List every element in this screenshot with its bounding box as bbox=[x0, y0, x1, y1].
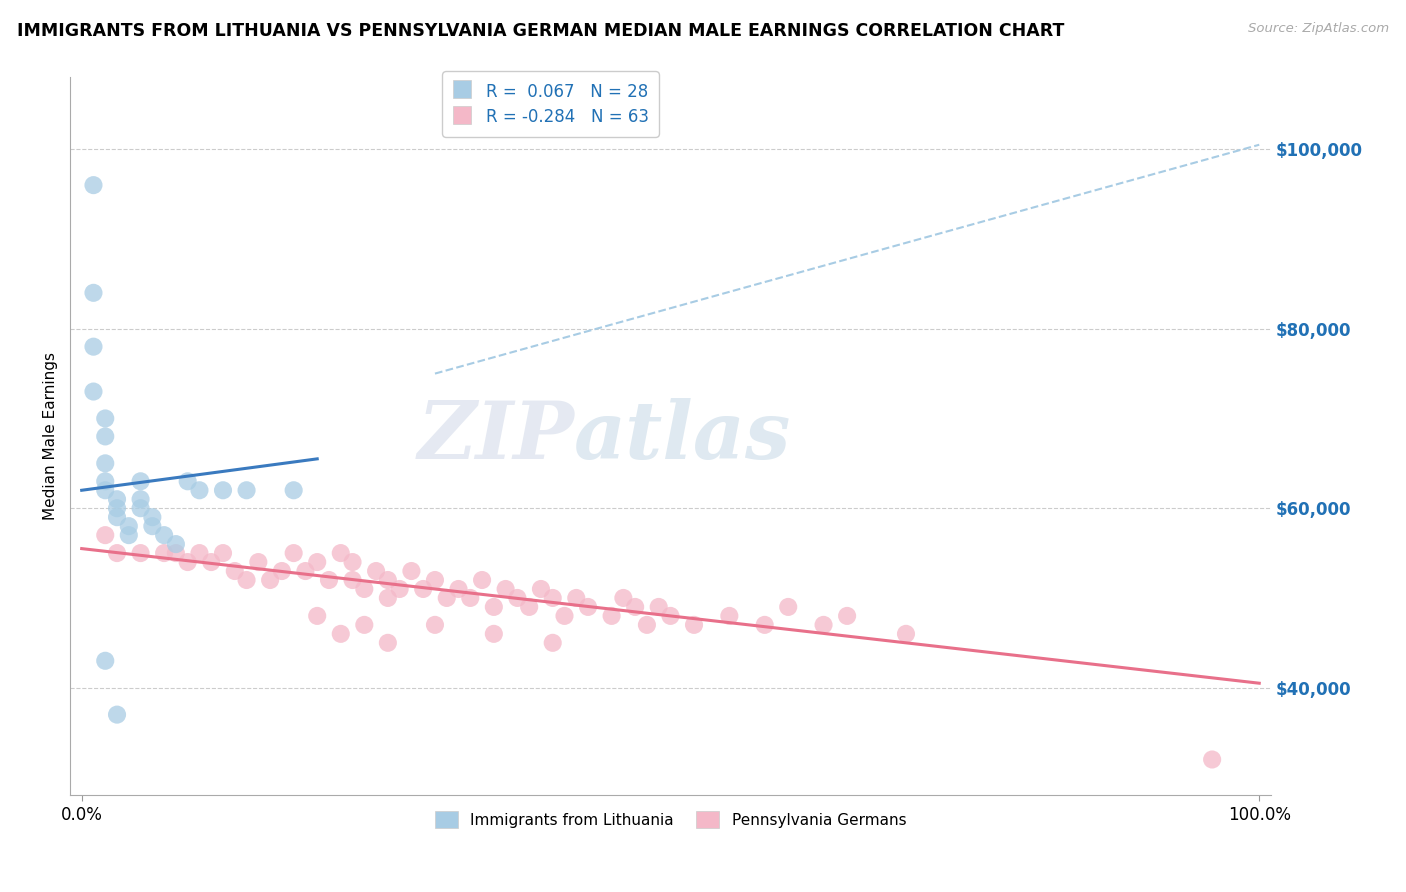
Point bbox=[235, 483, 257, 498]
Point bbox=[401, 564, 423, 578]
Point bbox=[718, 608, 741, 623]
Point bbox=[165, 546, 187, 560]
Point bbox=[388, 582, 411, 596]
Point bbox=[212, 546, 235, 560]
Point bbox=[541, 591, 564, 605]
Point bbox=[778, 599, 800, 614]
Point bbox=[647, 599, 669, 614]
Point bbox=[553, 608, 575, 623]
Point bbox=[94, 456, 117, 470]
Point bbox=[153, 546, 176, 560]
Point bbox=[82, 178, 104, 193]
Point bbox=[342, 573, 364, 587]
Point bbox=[659, 608, 682, 623]
Point bbox=[754, 618, 776, 632]
Point bbox=[141, 519, 163, 533]
Point bbox=[94, 654, 117, 668]
Point bbox=[576, 599, 599, 614]
Point bbox=[294, 564, 316, 578]
Point bbox=[94, 528, 117, 542]
Point bbox=[541, 636, 564, 650]
Point bbox=[82, 340, 104, 354]
Point bbox=[188, 483, 211, 498]
Point bbox=[94, 483, 117, 498]
Point bbox=[307, 608, 329, 623]
Point bbox=[624, 599, 647, 614]
Point bbox=[224, 564, 246, 578]
Point bbox=[129, 492, 152, 507]
Point bbox=[835, 608, 858, 623]
Point bbox=[94, 475, 117, 489]
Point bbox=[176, 475, 198, 489]
Point bbox=[82, 285, 104, 300]
Y-axis label: Median Male Earnings: Median Male Earnings bbox=[44, 352, 58, 520]
Point bbox=[153, 528, 176, 542]
Point bbox=[813, 618, 835, 632]
Point bbox=[565, 591, 588, 605]
Point bbox=[517, 599, 540, 614]
Point bbox=[118, 528, 141, 542]
Point bbox=[458, 591, 481, 605]
Point bbox=[412, 582, 434, 596]
Point bbox=[105, 510, 128, 524]
Point bbox=[482, 599, 505, 614]
Point bbox=[612, 591, 634, 605]
Text: IMMIGRANTS FROM LITHUANIA VS PENNSYLVANIA GERMAN MEDIAN MALE EARNINGS CORRELATIO: IMMIGRANTS FROM LITHUANIA VS PENNSYLVANI… bbox=[17, 22, 1064, 40]
Point bbox=[329, 546, 352, 560]
Legend: Immigrants from Lithuania, Pennsylvania Germans: Immigrants from Lithuania, Pennsylvania … bbox=[429, 805, 912, 834]
Point bbox=[683, 618, 706, 632]
Point bbox=[447, 582, 470, 596]
Point bbox=[247, 555, 270, 569]
Point bbox=[377, 591, 399, 605]
Point bbox=[212, 483, 235, 498]
Point bbox=[894, 627, 917, 641]
Point bbox=[329, 627, 352, 641]
Point bbox=[141, 510, 163, 524]
Point bbox=[307, 555, 329, 569]
Point bbox=[283, 483, 305, 498]
Point bbox=[105, 546, 128, 560]
Point bbox=[506, 591, 529, 605]
Point bbox=[495, 582, 517, 596]
Point bbox=[353, 582, 375, 596]
Point bbox=[377, 636, 399, 650]
Point bbox=[353, 618, 375, 632]
Point bbox=[342, 555, 364, 569]
Point bbox=[82, 384, 104, 399]
Point bbox=[129, 475, 152, 489]
Point bbox=[270, 564, 292, 578]
Point bbox=[318, 573, 340, 587]
Point bbox=[105, 501, 128, 516]
Point bbox=[471, 573, 494, 587]
Point bbox=[423, 573, 446, 587]
Point bbox=[423, 618, 446, 632]
Point bbox=[600, 608, 623, 623]
Point bbox=[259, 573, 281, 587]
Point bbox=[188, 546, 211, 560]
Point bbox=[105, 492, 128, 507]
Text: ZIP: ZIP bbox=[418, 398, 575, 475]
Point bbox=[129, 501, 152, 516]
Text: Source: ZipAtlas.com: Source: ZipAtlas.com bbox=[1249, 22, 1389, 36]
Text: atlas: atlas bbox=[575, 398, 792, 475]
Point bbox=[1201, 752, 1223, 766]
Point bbox=[94, 429, 117, 443]
Point bbox=[636, 618, 658, 632]
Point bbox=[235, 573, 257, 587]
Point bbox=[482, 627, 505, 641]
Point bbox=[94, 411, 117, 425]
Point bbox=[118, 519, 141, 533]
Point bbox=[129, 546, 152, 560]
Point bbox=[200, 555, 222, 569]
Point bbox=[364, 564, 387, 578]
Point bbox=[105, 707, 128, 722]
Point bbox=[377, 573, 399, 587]
Point bbox=[530, 582, 553, 596]
Point bbox=[283, 546, 305, 560]
Point bbox=[165, 537, 187, 551]
Point bbox=[436, 591, 458, 605]
Point bbox=[176, 555, 198, 569]
